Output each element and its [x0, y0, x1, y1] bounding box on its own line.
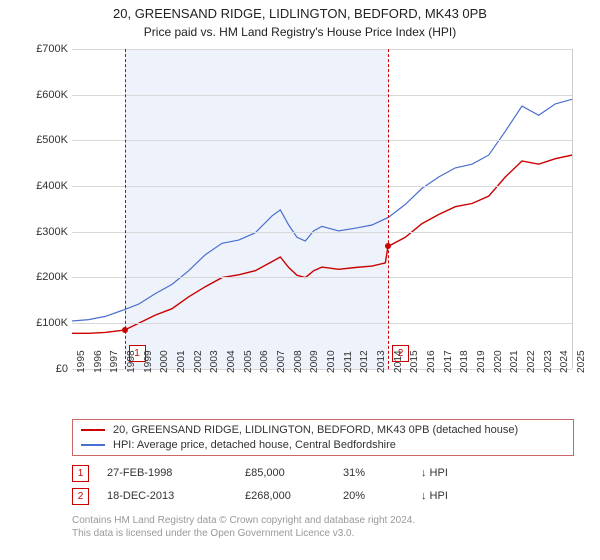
x-axis-label: 2013	[376, 350, 387, 373]
y-axis-label: £100K	[20, 317, 68, 329]
x-axis-label: 2020	[493, 350, 504, 373]
sale-row: 2 18-DEC-2013 £268,000 20% ↓ HPI	[72, 485, 580, 508]
x-axis-label: 2012	[359, 350, 370, 373]
x-axis-label: 1996	[93, 350, 104, 373]
sale-pct: 31%	[343, 467, 403, 479]
x-axis-label: 2002	[193, 350, 204, 373]
x-axis-label: 1997	[109, 350, 120, 373]
sale-id-marker: 1	[72, 465, 89, 482]
gridline	[72, 232, 572, 233]
x-axis-label: 1995	[76, 350, 87, 373]
copyright-footer: Contains HM Land Registry data © Crown c…	[20, 514, 580, 540]
sale-row: 1 27-FEB-1998 £85,000 31% ↓ HPI	[72, 462, 580, 485]
x-axis-label: 2000	[159, 350, 170, 373]
plot-area: 12	[72, 49, 573, 369]
x-axis-label: 2010	[326, 350, 337, 373]
sale-vertical-line	[125, 49, 127, 369]
y-axis-label: £600K	[20, 89, 68, 101]
x-axis-label: 2005	[243, 350, 254, 373]
gridline	[72, 140, 572, 141]
gridline	[72, 277, 572, 278]
y-axis-label: £700K	[20, 43, 68, 55]
x-axis-label: 2011	[343, 351, 354, 373]
legend-label: 20, GREENSAND RIDGE, LIDLINGTON, BEDFORD…	[113, 424, 518, 436]
x-axis-label: 2004	[226, 350, 237, 373]
x-axis-label: 2024	[559, 350, 570, 373]
chart-legend: 20, GREENSAND RIDGE, LIDLINGTON, BEDFORD…	[72, 419, 574, 456]
x-axis-label: 2003	[209, 350, 220, 373]
sale-vertical-line	[388, 49, 390, 369]
gridline	[72, 49, 572, 50]
x-axis-label: 2023	[543, 350, 554, 373]
x-axis-label: 2008	[293, 350, 304, 373]
sale-pct: 20%	[343, 490, 403, 502]
x-axis-label: 2025	[576, 350, 587, 373]
gridline	[72, 323, 572, 324]
gridline	[72, 186, 572, 187]
x-axis-label: 2015	[409, 350, 420, 373]
footer-line-1: Contains HM Land Registry data © Crown c…	[72, 514, 580, 527]
x-axis-label: 2009	[309, 350, 320, 373]
x-axis-label: 2016	[426, 350, 437, 373]
sale-dot	[122, 327, 128, 333]
legend-item: HPI: Average price, detached house, Cent…	[81, 439, 565, 451]
legend-swatch	[81, 429, 105, 431]
x-axis-label: 2001	[176, 350, 187, 373]
x-axis-label: 2022	[526, 350, 537, 373]
y-axis-label: £500K	[20, 134, 68, 146]
y-axis-label: £400K	[20, 180, 68, 192]
page-title: 20, GREENSAND RIDGE, LIDLINGTON, BEDFORD…	[8, 6, 592, 23]
x-axis-label: 2018	[459, 350, 470, 373]
sale-id-marker: 2	[72, 488, 89, 505]
sales-table: 1 27-FEB-1998 £85,000 31% ↓ HPI 2 18-DEC-2013 £…	[20, 462, 580, 508]
x-axis-label: 2007	[276, 350, 287, 373]
x-axis-label: 2017	[443, 350, 454, 373]
price-chart: £0 £100K £200K £300K £400K £500K £600K £700K 12…	[20, 45, 580, 415]
footer-line-2: This data is licensed under the Open Gov…	[72, 527, 580, 540]
series-line	[72, 99, 572, 321]
x-axis-label: 1998	[126, 350, 137, 373]
x-axis-label: 2021	[509, 350, 520, 373]
legend-label: HPI: Average price, detached house, Cent…	[113, 439, 396, 451]
series-line	[72, 155, 572, 333]
x-axis-label: 2006	[259, 350, 270, 373]
y-axis-label: £300K	[20, 226, 68, 238]
sale-price: £268,000	[245, 490, 325, 502]
x-axis-label: 2019	[476, 350, 487, 373]
legend-item: 20, GREENSAND RIDGE, LIDLINGTON, BEDFORD…	[81, 424, 565, 436]
sale-price: £85,000	[245, 467, 325, 479]
page-subtitle: Price paid vs. HM Land Registry's House …	[8, 25, 592, 39]
x-axis-label: 2014	[393, 350, 404, 373]
y-axis-label: £0	[20, 363, 68, 375]
legend-swatch	[81, 444, 105, 446]
gridline	[72, 95, 572, 96]
sale-direction: ↓ HPI	[421, 490, 580, 502]
y-axis-label: £200K	[20, 271, 68, 283]
x-axis-label: 1999	[143, 350, 154, 373]
sale-direction: ↓ HPI	[421, 467, 580, 479]
sale-date: 27-FEB-1998	[107, 467, 227, 479]
sale-date: 18-DEC-2013	[107, 490, 227, 502]
